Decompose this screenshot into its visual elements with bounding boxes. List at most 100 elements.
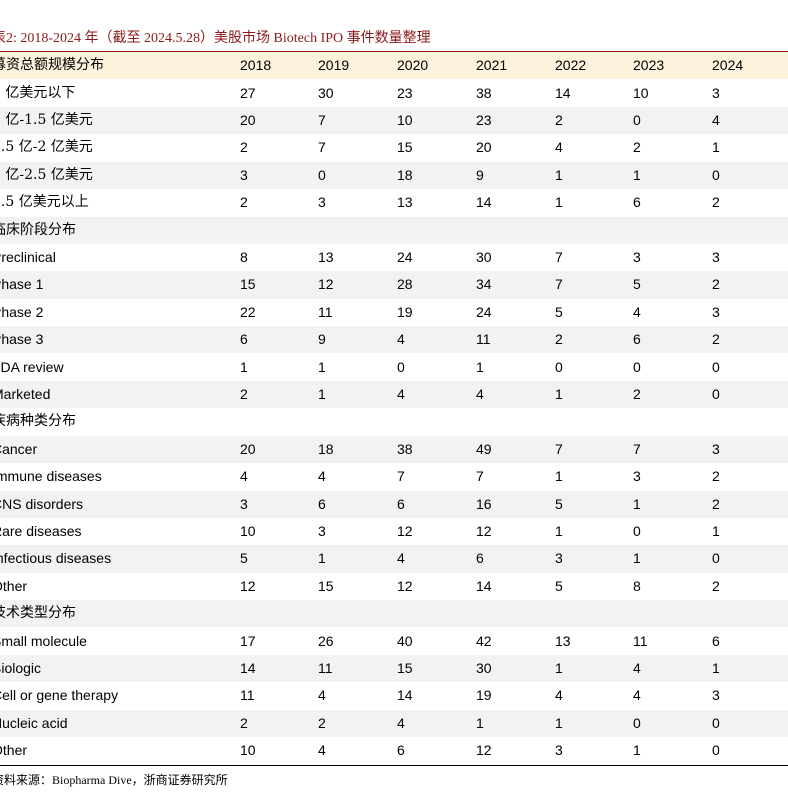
cell-value: 3 bbox=[712, 248, 720, 265]
table-row bbox=[0, 189, 788, 217]
cell-value: 2 bbox=[712, 194, 720, 211]
cell-value: 30 bbox=[476, 248, 492, 265]
cell-value: 7 bbox=[397, 468, 405, 485]
cell-value: 1 bbox=[318, 385, 326, 402]
row-label: Biologic bbox=[0, 659, 42, 676]
cell-value: 0 bbox=[712, 358, 720, 375]
cell-value: 7 bbox=[633, 440, 641, 457]
cell-value: 5 bbox=[555, 577, 563, 594]
cell-value: 10 bbox=[633, 84, 649, 101]
cell-value: 4 bbox=[318, 468, 326, 485]
table-row bbox=[0, 627, 788, 655]
cell-value: 0 bbox=[397, 358, 405, 375]
cell-value: 11 bbox=[318, 659, 333, 676]
cell-value: 0 bbox=[633, 522, 641, 539]
cell-value: 9 bbox=[318, 331, 326, 348]
cell-value: 30 bbox=[318, 84, 334, 101]
table-row bbox=[0, 408, 788, 436]
cell-value: 6 bbox=[397, 742, 405, 759]
cell-value: 4 bbox=[633, 687, 641, 704]
cell-value: 15 bbox=[397, 659, 413, 676]
cell-value: 17 bbox=[240, 632, 256, 649]
cell-value: 1 bbox=[555, 659, 563, 676]
cell-value: 2 bbox=[318, 714, 326, 731]
table-row bbox=[0, 380, 788, 409]
row-label: 2 亿-2.5 亿美元 bbox=[0, 166, 93, 183]
cell-value: 2 bbox=[555, 111, 563, 128]
cell-value: 7 bbox=[555, 248, 563, 265]
row-label: Nucleic acid bbox=[0, 714, 68, 731]
cell-value: 20 bbox=[240, 111, 256, 128]
source-note: 资料来源：Biopharma Dive，浙商证券研究所 bbox=[0, 773, 228, 787]
cell-value: 8 bbox=[633, 577, 641, 594]
cell-value: 40 bbox=[397, 632, 413, 649]
cell-value: 6 bbox=[240, 331, 248, 348]
section-label: 疾病种类分布 bbox=[0, 413, 76, 430]
cell-value: 0 bbox=[633, 358, 641, 375]
cell-value: 4 bbox=[555, 139, 563, 156]
header-year: 2020 bbox=[397, 57, 429, 73]
table-row bbox=[0, 271, 788, 299]
cell-value: 10 bbox=[240, 522, 256, 539]
table-row bbox=[0, 326, 788, 354]
header-year: 2023 bbox=[633, 57, 665, 73]
cell-value: 2 bbox=[633, 385, 641, 402]
cell-value: 2 bbox=[240, 139, 248, 156]
table-row bbox=[0, 654, 788, 683]
cell-value: 7 bbox=[555, 276, 563, 293]
cell-value: 3 bbox=[240, 166, 248, 183]
table-row bbox=[0, 79, 788, 107]
cell-value: 24 bbox=[397, 248, 413, 265]
row-label: Preclinical bbox=[0, 248, 56, 265]
cell-value: 5 bbox=[555, 495, 563, 512]
cell-value: 2 bbox=[712, 495, 720, 512]
cell-value: 1 bbox=[633, 495, 641, 512]
header-row bbox=[0, 52, 788, 80]
cell-value: 3 bbox=[318, 194, 326, 211]
row-label: Phase 2 bbox=[0, 303, 44, 320]
cell-value: 14 bbox=[240, 659, 256, 676]
cell-value: 6 bbox=[318, 495, 326, 512]
row-label: CNS disorders bbox=[0, 495, 84, 512]
row-label: Infectious diseases bbox=[0, 550, 112, 567]
table-row bbox=[0, 545, 788, 573]
cell-value: 4 bbox=[240, 468, 248, 485]
row-label: FDA review bbox=[0, 358, 64, 375]
cell-value: 1 bbox=[712, 659, 720, 676]
cell-value: 4 bbox=[712, 111, 720, 128]
cell-value: 1 bbox=[555, 385, 563, 402]
table-row bbox=[0, 600, 788, 628]
row-label: Phase 3 bbox=[0, 331, 44, 348]
table-row bbox=[0, 572, 788, 601]
section-label: 技术类型分布 bbox=[0, 605, 76, 622]
cell-value: 4 bbox=[633, 659, 641, 676]
cell-value: 18 bbox=[318, 440, 334, 457]
row-label: Phase 1 bbox=[0, 276, 44, 293]
cell-value: 7 bbox=[555, 440, 563, 457]
cell-value: 6 bbox=[397, 495, 405, 512]
cell-value: 42 bbox=[476, 632, 492, 649]
cell-value: 10 bbox=[240, 742, 256, 759]
cell-value: 4 bbox=[633, 303, 641, 320]
cell-value: 2 bbox=[712, 331, 720, 348]
cell-value: 3 bbox=[712, 440, 720, 457]
cell-value: 23 bbox=[397, 84, 413, 101]
header-year: 2018 bbox=[240, 57, 272, 73]
cell-value: 1 bbox=[555, 468, 563, 485]
cell-value: 0 bbox=[712, 742, 720, 759]
table-title: 表2: 2018-2024 年（截至 2024.5.28）美股市场 Biotec… bbox=[0, 31, 431, 46]
cell-value: 9 bbox=[476, 166, 484, 183]
row-label: Other bbox=[0, 577, 28, 594]
cell-value: 18 bbox=[397, 166, 413, 183]
row-label: 2.5 亿美元以上 bbox=[0, 194, 89, 211]
cell-value: 7 bbox=[318, 111, 326, 128]
cell-value: 2 bbox=[240, 714, 248, 731]
cell-value: 3 bbox=[712, 84, 720, 101]
cell-value: 3 bbox=[318, 522, 326, 539]
cell-value: 0 bbox=[712, 385, 720, 402]
table-row bbox=[0, 161, 788, 190]
cell-value: 4 bbox=[476, 385, 484, 402]
row-label: Rare diseases bbox=[0, 522, 82, 539]
cell-value: 8 bbox=[240, 248, 248, 265]
